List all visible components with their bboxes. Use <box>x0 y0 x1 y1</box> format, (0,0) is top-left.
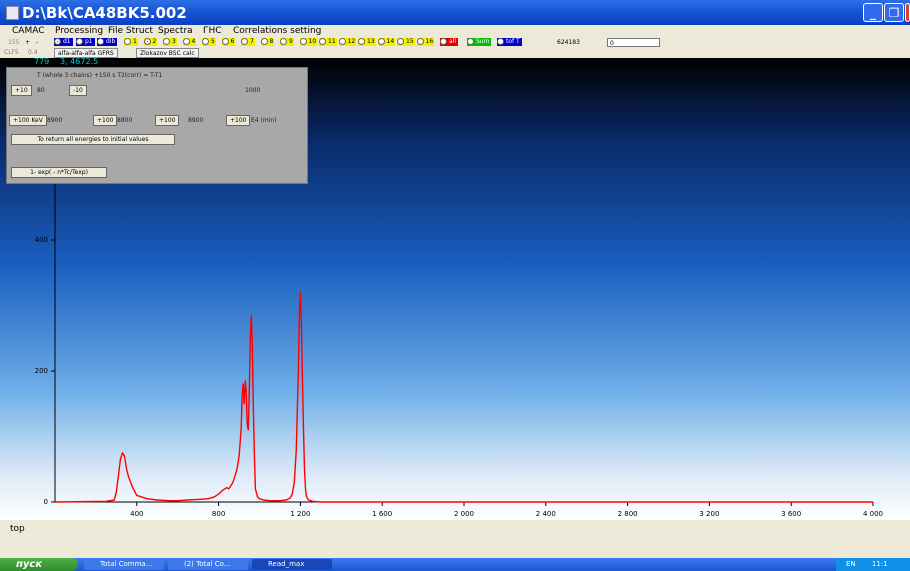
energy-value-3: 8900 <box>188 117 204 124</box>
channel-radio-14[interactable]: 14 <box>377 38 396 46</box>
x-tick-label: 2 800 <box>618 510 638 518</box>
value-80: 80 <box>37 87 45 94</box>
menu-gns[interactable]: ГНС <box>203 26 222 36</box>
energy-value-2: 8800 <box>117 117 133 124</box>
task-read-max[interactable]: Read_max <box>252 559 332 570</box>
row2-cell-2: 0.4 <box>28 49 38 56</box>
maximize-button[interactable]: ❐ <box>884 3 904 22</box>
language-indicator[interactable]: EN <box>846 560 856 568</box>
row2-cell-1: CLFS <box>4 49 19 56</box>
energy-value-1: 8900 <box>47 117 63 124</box>
channel-radio-1[interactable]: 1 <box>124 38 138 46</box>
lower-panel: top <box>0 520 910 558</box>
exp-formula-button[interactable]: 1- exp( - n*Tc/Texp) <box>11 167 107 178</box>
channel-radio-8[interactable]: 8 <box>260 38 275 46</box>
toolbar-counter: 155 <box>8 39 20 46</box>
x-tick-label: 1 200 <box>290 510 310 518</box>
menu-correlations-setting[interactable]: Correlations setting <box>233 26 322 36</box>
y-tick-label: 400 <box>35 236 48 244</box>
menu-camac[interactable]: CAMAC <box>12 26 45 36</box>
title-bar: D:\Bk\CA48BK5.002 _ ❐ <box>0 0 910 25</box>
channel-radio-2[interactable]: 2 <box>143 38 158 46</box>
channel-radio-13[interactable]: 13 <box>358 38 376 46</box>
mode-radio-p1[interactable]: p1 <box>76 38 95 46</box>
menu-bar: CAMAC Processing File Struct Spectra ГНС… <box>0 25 910 37</box>
energy-settings-panel: T (whole 3 chains) +150 s T2(corr) = T-T… <box>6 67 308 184</box>
plus100-button-2[interactable]: +100 <box>155 115 180 126</box>
radio-tof[interactable]: tof T <box>497 38 522 46</box>
plus100-kev-button[interactable]: +100 KeV <box>9 115 47 126</box>
x-tick-label: 2 000 <box>454 510 474 518</box>
panel-title: T (whole 3 chains) +150 s T2(corr) = T-T… <box>37 72 163 79</box>
plus100-button-1[interactable]: +100 <box>93 115 118 126</box>
cursor-y-readout: 3, 4672.5 <box>60 57 99 66</box>
spectrum-line <box>54 291 873 503</box>
system-tray: EN 11:1 <box>836 558 910 571</box>
mode-radio-d1[interactable]: d1 <box>54 38 73 46</box>
reset-energies-button[interactable]: To return all energies to initial values <box>11 134 175 145</box>
close-button[interactable] <box>905 3 910 22</box>
channel-radio-3[interactable]: 3 <box>163 38 177 46</box>
channel-radio-15[interactable]: 15 <box>397 38 415 46</box>
top-label: top <box>10 524 25 534</box>
minus-button[interactable]: - <box>36 39 39 46</box>
toolbar: 155 + - d1 p1 dib 1 2 3 4 5 6 7 8 9 10 11 12 13 14 15 16 … <box>0 37 910 48</box>
e4-min-label: E4 (min) <box>251 117 277 124</box>
menu-spectra[interactable]: Spectra <box>158 26 193 36</box>
minimize-button[interactable]: _ <box>863 3 883 22</box>
minus10-button[interactable]: -10 <box>69 85 87 96</box>
window-title: D:\Bk\CA48BK5.002 <box>22 4 187 22</box>
zlokazov-bsc-button[interactable]: Zlokazov BSC calc <box>136 48 199 58</box>
spectrum-chart: 400 800 1 200 1 600 2 000 2 400 2 800 3 200 3 60… <box>35 105 883 518</box>
event-count: 624183 <box>557 39 580 46</box>
x-tick-label: 4 000 <box>863 510 883 518</box>
start-button[interactable]: пуск <box>0 558 78 571</box>
cursor-x-readout: 779 <box>34 57 50 66</box>
channel-radio-10[interactable]: 10 <box>299 38 318 46</box>
channel-radio-7[interactable]: 7 <box>241 38 255 46</box>
value-1000: 1000 <box>245 87 261 94</box>
channel-radio-5[interactable]: 5 <box>202 38 216 46</box>
channel-radio-4[interactable]: 4 <box>182 38 197 46</box>
secondary-toolbar: CLFS 0.4 alfa-alfa-alfa GFRS Zlokazov BS… <box>0 48 910 58</box>
app-icon <box>6 6 19 20</box>
plus100-button-3[interactable]: +100 <box>226 115 251 126</box>
channel-radio-12[interactable]: 12 <box>338 38 357 46</box>
alfa-gfrs-button[interactable]: alfa-alfa-alfa GFRS <box>54 48 118 58</box>
channel-radio-9[interactable]: 9 <box>280 38 294 46</box>
plus-button[interactable]: + <box>25 39 31 46</box>
y-tick-label: 200 <box>35 367 48 375</box>
task-total-commander-2[interactable]: (2) Total Co... <box>168 559 248 570</box>
plus10-button[interactable]: +10 <box>11 85 32 96</box>
channel-radio-11[interactable]: 11 <box>319 38 337 46</box>
channel-radio-6[interactable]: 6 <box>221 38 236 46</box>
menu-processing[interactable]: Processing <box>55 26 104 36</box>
mode-radio-dib[interactable]: dib <box>97 38 118 46</box>
taskbar: пуск Total Comma... (2) Total Co... Read… <box>0 558 910 571</box>
x-tick-label: 3 600 <box>781 510 801 518</box>
radio-all[interactable]: all <box>440 38 459 46</box>
channel-radio-16[interactable]: 16 <box>416 38 435 46</box>
menu-file-struct[interactable]: File Struct <box>108 26 154 36</box>
y-tick-label: 0 <box>44 498 48 506</box>
clock: 11:1 <box>871 560 888 568</box>
x-tick-label: 400 <box>130 510 143 518</box>
value-field[interactable]: 0 <box>607 38 660 47</box>
x-tick-label: 2 400 <box>536 510 556 518</box>
x-tick-label: 800 <box>212 510 225 518</box>
task-total-commander-1[interactable]: Total Comma... <box>84 559 164 570</box>
x-tick-label: 3 200 <box>699 510 719 518</box>
radio-sum[interactable]: Sum <box>467 38 492 46</box>
x-tick-label: 1 600 <box>372 510 392 518</box>
